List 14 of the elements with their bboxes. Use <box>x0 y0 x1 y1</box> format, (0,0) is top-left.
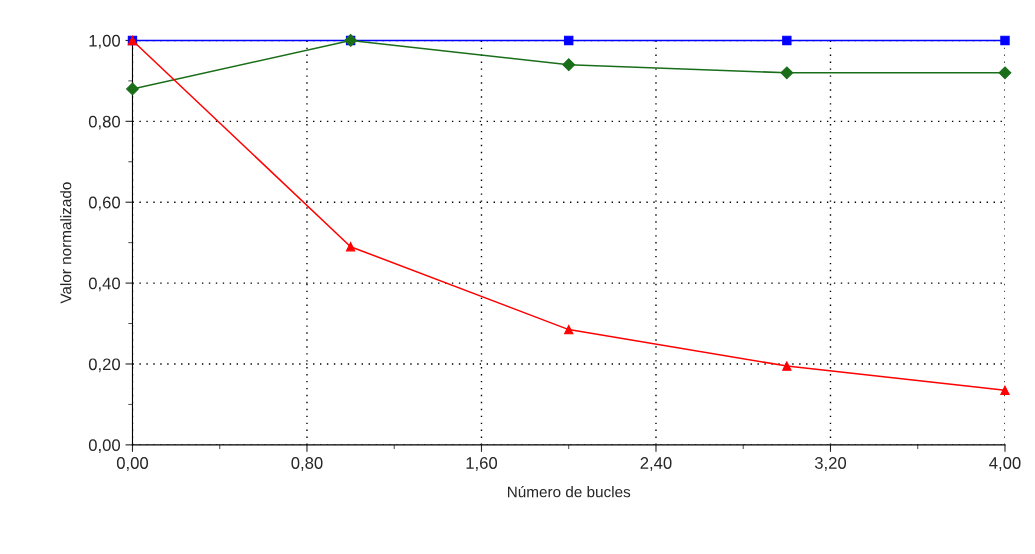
y-tick-label: 0,60 <box>88 196 121 211</box>
x-tick-label: 3,20 <box>814 457 847 471</box>
y-tick-label: 1,00 <box>89 34 121 49</box>
y-tick-label: 0,20 <box>88 358 121 373</box>
y-axis-title: Valor normalizado <box>60 182 72 304</box>
x-tick-label: 1,60 <box>466 457 498 471</box>
x-tick-label: 4,00 <box>989 457 1021 471</box>
y-tick-label: 0,80 <box>88 115 121 130</box>
x-axis-title: Número de bucles <box>508 485 631 498</box>
y-tick-label: 0,00 <box>88 439 121 454</box>
x-tick-label: 2,40 <box>640 457 672 471</box>
y-tick-label: 0,40 <box>88 277 121 292</box>
x-tick-label: 0,80 <box>291 457 323 471</box>
x-tick-label: 0,00 <box>116 457 149 471</box>
